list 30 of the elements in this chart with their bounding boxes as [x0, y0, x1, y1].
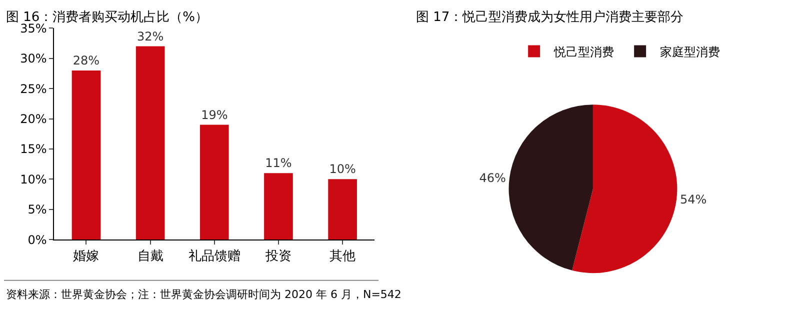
y-tick-label: 30% [20, 52, 47, 66]
x-tick-label: 自戴 [137, 249, 164, 264]
bar [264, 173, 293, 240]
x-tick-label: 投资 [264, 249, 292, 264]
bar [72, 70, 101, 240]
data-label: 10% [329, 162, 356, 176]
bar [200, 124, 229, 240]
pie-slice [572, 104, 678, 274]
data-label: 54% [680, 192, 707, 207]
chart-title: 图 17：悦己型消费成为女性用户消费主要部分 [416, 9, 684, 25]
data-label: 32% [136, 29, 164, 44]
y-tick-label: 20% [20, 112, 47, 126]
y-tick-label: 0% [28, 232, 47, 247]
data-label: 19% [201, 108, 228, 122]
bar [136, 46, 165, 240]
x-tick-label: 礼品馈赠 [188, 249, 240, 264]
text: 资料来源：世界黄金协会；注：世界黄金协会调研时间为 2020 年 6 月，N=542 [6, 288, 402, 301]
data-label: 11% [265, 156, 292, 170]
bar [328, 179, 357, 240]
y-tick-label: 5% [28, 202, 47, 217]
x-tick-label: 其他 [330, 249, 356, 264]
data-label: 28% [72, 53, 100, 68]
pie-slice [508, 104, 593, 270]
y-tick-label: 15% [20, 142, 47, 156]
y-tick-label: 10% [20, 172, 47, 186]
legend-label: 悦己型消费 [553, 44, 614, 59]
data-label: 46% [479, 171, 506, 186]
y-tick-label: 25% [20, 82, 47, 96]
x-tick-label: 婚嫁 [73, 249, 100, 264]
legend-label: 家庭型消费 [660, 44, 720, 59]
